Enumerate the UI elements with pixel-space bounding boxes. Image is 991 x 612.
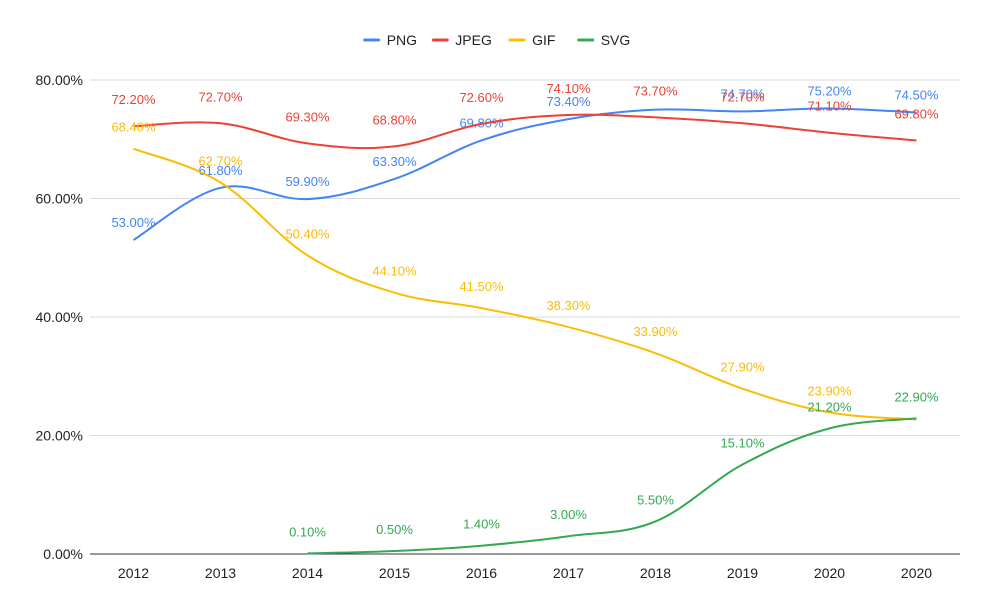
data-label-gif: 23.90%: [807, 383, 852, 398]
gridlines: [90, 79, 960, 436]
data-label-svg: 0.10%: [289, 524, 326, 539]
data-label-jpeg: 69.80%: [894, 106, 939, 121]
data-label-gif: 44.10%: [372, 264, 417, 279]
x-tick-label: 2014: [292, 565, 323, 581]
x-tick-label: 2019: [727, 565, 758, 581]
data-label-gif: 33.90%: [633, 324, 678, 339]
data-label-gif: 68.40%: [111, 120, 156, 135]
data-label-png: 59.90%: [285, 174, 330, 189]
data-label-svg: 5.50%: [637, 492, 674, 507]
series-svg: 0.10% 0.50% 1.40% 3.00% 5.50% 15.10% 21.20% 22.…: [289, 389, 939, 555]
legend-label-svg: SVG: [601, 32, 631, 48]
data-label-svg: 3.00%: [550, 507, 587, 522]
data-label-jpeg: 72.70%: [720, 89, 765, 104]
x-axis-ticks: 2012 2013 2014 2015 2016 2017 2018 2019 2020 2020: [118, 565, 932, 581]
data-label-png: 75.20%: [807, 83, 852, 98]
data-label-svg: 1.40%: [463, 517, 500, 532]
x-tick-label: 2016: [466, 565, 497, 581]
data-label-svg: 21.20%: [807, 399, 852, 414]
y-tick-label: 20.00%: [36, 428, 83, 444]
y-tick-label: 0.00%: [43, 546, 83, 562]
data-label-png: 53.00%: [111, 215, 156, 230]
data-label-png: 63.30%: [372, 154, 417, 169]
legend: PNG JPEG GIF SVG: [363, 32, 631, 48]
data-label-svg: 0.50%: [376, 522, 413, 537]
data-label-jpeg: 72.20%: [111, 92, 156, 107]
x-tick-label: 2013: [205, 565, 236, 581]
data-label-jpeg: 74.10%: [546, 81, 591, 96]
x-tick-label: 2012: [118, 565, 149, 581]
data-label-gif: 38.30%: [546, 298, 591, 313]
data-label-jpeg: 68.80%: [372, 112, 417, 127]
series-jpeg: 72.20% 72.70% 69.30% 68.80% 72.60% 74.10% 73.7…: [111, 81, 939, 150]
y-axis-ticks: 0.00% 20.00% 40.00% 60.00% 80.00%: [36, 72, 83, 562]
series-line-gif: [133, 147, 917, 421]
data-label-gif: 50.40%: [285, 226, 330, 241]
legend-label-gif: GIF: [532, 32, 555, 48]
data-label-png: 73.40%: [546, 94, 591, 109]
x-tick-label: 2018: [640, 565, 671, 581]
series-gif: 68.40% 62.70% 50.40% 44.10% 41.50% 38.30% 33.9…: [111, 120, 917, 421]
data-label-svg: 15.10%: [720, 436, 765, 451]
data-label-gif: 62.70%: [198, 154, 243, 169]
data-label-png: 74.70%: [720, 86, 765, 101]
data-label-jpeg: 71.10%: [807, 99, 852, 114]
x-tick-label: 2020: [814, 565, 845, 581]
data-label-gif: 41.50%: [459, 279, 504, 294]
data-label-jpeg: 72.60%: [459, 90, 504, 105]
x-tick-label: 2015: [379, 565, 410, 581]
data-label-png: 74.50%: [894, 88, 939, 103]
series-line-jpeg: [133, 113, 917, 150]
series-line-svg: [307, 417, 917, 555]
y-tick-label: 80.00%: [36, 72, 83, 88]
data-label-jpeg: 73.70%: [633, 83, 678, 98]
series-line-png: [132, 107, 917, 241]
legend-label-png: PNG: [387, 32, 417, 48]
legend-label-jpeg: JPEG: [455, 32, 492, 48]
x-tick-label: 2017: [553, 565, 584, 581]
y-tick-label: 40.00%: [36, 309, 83, 325]
data-label-png: 61.80%: [198, 163, 243, 178]
data-label-jpeg: 72.70%: [198, 89, 243, 104]
x-tick-label: 2020: [901, 565, 932, 581]
data-label-jpeg: 69.30%: [285, 109, 330, 124]
data-label-gif: 27.90%: [720, 360, 765, 375]
data-label-svg: 22.90%: [894, 389, 939, 404]
y-tick-label: 60.00%: [36, 191, 83, 207]
